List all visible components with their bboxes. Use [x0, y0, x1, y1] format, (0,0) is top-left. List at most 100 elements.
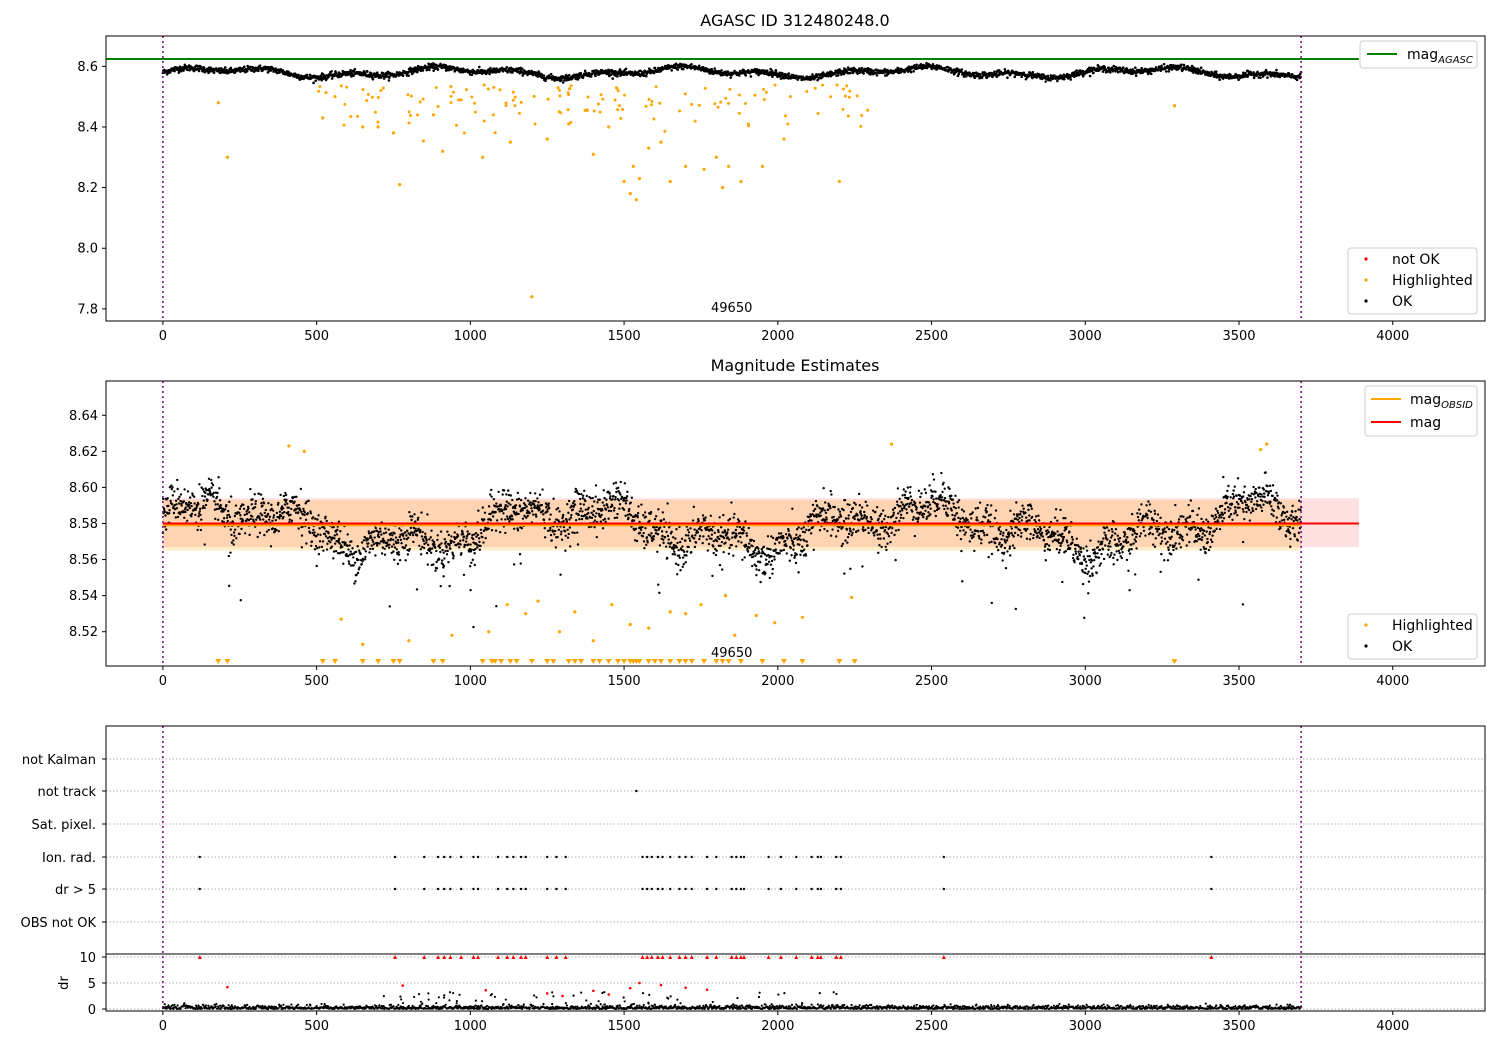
- highlighted-point: [333, 95, 337, 99]
- highlighted-point: [317, 89, 321, 93]
- ok-point: [841, 542, 845, 546]
- ok-point: [931, 495, 934, 498]
- ok-point: [682, 562, 686, 566]
- ok-point: [319, 533, 322, 537]
- ok-point: [639, 528, 643, 532]
- ok-point: [533, 504, 536, 508]
- ok-point: [372, 543, 376, 546]
- highlighted-point: [569, 120, 573, 124]
- ok-point: [399, 538, 403, 542]
- panel-2-data: [161, 442, 1359, 664]
- ok-point: [1069, 78, 1073, 81]
- ok-point: [296, 507, 299, 510]
- ok-point: [1075, 69, 1079, 72]
- highlighted-point: [533, 122, 537, 126]
- ok-point: [611, 504, 614, 508]
- ok-point: [266, 512, 270, 516]
- ok-point: [453, 531, 456, 534]
- highlighted-point: [366, 92, 370, 96]
- ok-point: [789, 546, 793, 550]
- ok-point: [1176, 64, 1179, 68]
- ok-point: [924, 491, 928, 495]
- ok-point: [526, 499, 530, 502]
- ok-point: [229, 495, 233, 498]
- ok-point: [480, 531, 483, 535]
- ok-point: [883, 517, 886, 521]
- ok-point: [393, 546, 397, 549]
- ok-point: [588, 516, 592, 519]
- highlighted-point: [407, 121, 411, 125]
- ok-point: [368, 551, 371, 554]
- ok-point: [388, 543, 391, 546]
- ok-point: [324, 515, 327, 518]
- ok-point: [511, 498, 514, 502]
- ok-point: [803, 539, 806, 542]
- ok-point: [479, 528, 483, 531]
- ok-point: [323, 532, 327, 536]
- ok-point: [543, 526, 546, 530]
- ok-point: [176, 515, 180, 519]
- ok-point: [703, 518, 707, 522]
- ok-point: [847, 514, 850, 517]
- ok-point: [404, 544, 408, 547]
- ok-point: [335, 539, 338, 543]
- ok-point: [470, 561, 473, 565]
- panel-1-title: AGASC ID 312480248.0: [700, 11, 889, 30]
- ok-point: [599, 515, 602, 519]
- ok-point: [698, 537, 701, 541]
- ok-point: [422, 539, 425, 543]
- ok-point: [745, 534, 749, 537]
- highlighted-point: [842, 87, 846, 91]
- highlighted-point: [644, 104, 648, 108]
- ok-point: [355, 573, 358, 577]
- highlighted-point: [365, 98, 369, 102]
- ok-point: [799, 553, 802, 557]
- ok-point: [802, 548, 806, 551]
- ok-point: [188, 496, 192, 499]
- ok-point: [1186, 65, 1190, 69]
- ok-point: [484, 536, 487, 540]
- ok-point: [227, 513, 231, 517]
- ok-point: [964, 75, 968, 78]
- ok-point: [178, 511, 182, 514]
- ok-point: [439, 550, 442, 554]
- ok-point: [677, 563, 680, 567]
- ok-point: [214, 503, 217, 506]
- ok-point: [657, 508, 660, 511]
- highlighted-point: [724, 96, 728, 100]
- ok-point: [614, 498, 617, 501]
- highlighted-point: [567, 87, 571, 91]
- highlighted-point: [481, 155, 485, 159]
- ok-point: [630, 496, 634, 499]
- ok-point: [875, 529, 879, 532]
- ok-point: [527, 69, 531, 73]
- ok-point: [644, 74, 648, 78]
- ok-point: [602, 504, 606, 507]
- ok-point: [332, 525, 335, 529]
- ok-point: [670, 69, 673, 72]
- ok-point: [742, 68, 745, 72]
- ok-point: [795, 533, 798, 537]
- ok-point: [312, 81, 315, 85]
- legend-label-sub: AGASC: [1437, 55, 1473, 66]
- ok-point: [314, 79, 317, 82]
- ok-point: [278, 517, 281, 520]
- highlighted-point: [727, 164, 731, 168]
- ok-point: [744, 520, 747, 523]
- ok-point: [587, 525, 591, 529]
- ok-point: [517, 512, 520, 516]
- ok-point: [810, 519, 813, 522]
- ok-point: [229, 66, 233, 70]
- ok-point: [379, 530, 382, 533]
- ok-point: [1031, 70, 1035, 74]
- ok-point: [232, 531, 236, 534]
- highlighted-point: [728, 87, 732, 91]
- ok-point: [211, 483, 215, 487]
- ok-point: [425, 551, 429, 555]
- ok-point: [757, 547, 760, 550]
- ok-point: [224, 508, 227, 511]
- ok-point: [566, 536, 570, 539]
- ok-point: [426, 563, 429, 566]
- highlighted-point: [690, 102, 694, 106]
- ok-point: [242, 503, 245, 507]
